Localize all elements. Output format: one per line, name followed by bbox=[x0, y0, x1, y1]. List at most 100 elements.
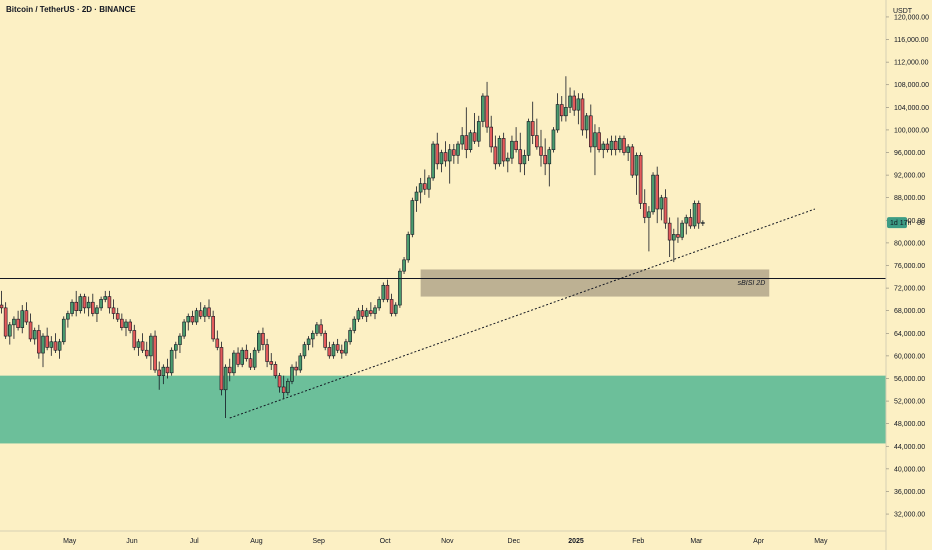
candle bbox=[630, 146, 635, 176]
price-tick-label: 120,000.00 bbox=[894, 14, 929, 21]
candle bbox=[601, 143, 606, 150]
candle bbox=[132, 330, 137, 348]
candle bbox=[111, 307, 116, 314]
candle bbox=[136, 341, 141, 348]
candle bbox=[3, 307, 8, 337]
candle bbox=[203, 307, 207, 317]
symbol-title: Bitcoin / TetherUS · 2D · BINANCE bbox=[6, 5, 136, 14]
candle bbox=[12, 318, 16, 326]
candle bbox=[418, 183, 423, 193]
candle bbox=[28, 321, 33, 340]
candle bbox=[41, 335, 45, 354]
candle bbox=[261, 332, 265, 345]
candle bbox=[315, 324, 319, 334]
candle bbox=[194, 310, 199, 323]
candle bbox=[539, 146, 543, 156]
candle bbox=[609, 140, 614, 150]
candle bbox=[522, 155, 527, 165]
price-tick-label: 48,000.00 bbox=[894, 421, 925, 428]
candle bbox=[319, 324, 323, 334]
candle bbox=[406, 234, 411, 261]
candle bbox=[310, 332, 315, 340]
candle bbox=[422, 183, 427, 190]
candle bbox=[281, 386, 286, 393]
candle bbox=[618, 138, 622, 150]
candle bbox=[564, 107, 568, 117]
candle bbox=[273, 364, 278, 376]
ascending-trendline[interactable] bbox=[229, 208, 816, 419]
candle bbox=[352, 318, 357, 331]
candle bbox=[410, 200, 415, 235]
price-tick-label: 44,000.00 bbox=[894, 444, 925, 451]
candle bbox=[157, 369, 161, 376]
grey-sbisi-zone[interactable] bbox=[420, 269, 770, 297]
candle bbox=[597, 132, 601, 150]
candle bbox=[153, 335, 157, 371]
candle bbox=[344, 341, 348, 354]
candle bbox=[86, 301, 91, 309]
candle bbox=[584, 115, 589, 131]
price-tick-label: 92,000.00 bbox=[894, 173, 925, 180]
candle bbox=[286, 381, 290, 393]
candle bbox=[476, 121, 481, 142]
time-tick-label: Aug bbox=[250, 538, 263, 545]
candle bbox=[447, 149, 452, 162]
candle bbox=[335, 344, 340, 351]
candle bbox=[149, 335, 153, 357]
time-tick-label: Oct bbox=[380, 538, 391, 545]
candle bbox=[277, 375, 282, 388]
candle bbox=[605, 143, 610, 150]
candle bbox=[207, 307, 211, 317]
candle bbox=[95, 307, 99, 314]
time-tick-label: Feb bbox=[632, 538, 644, 545]
candle bbox=[248, 358, 253, 368]
price-tick-label: 116,000.00 bbox=[894, 37, 929, 44]
candle bbox=[49, 341, 54, 348]
price-tick-label: 40,000.00 bbox=[894, 466, 925, 473]
candle bbox=[244, 349, 249, 360]
candle bbox=[107, 296, 112, 309]
candle bbox=[622, 138, 626, 153]
candle bbox=[8, 324, 12, 337]
candle bbox=[20, 310, 25, 328]
candle bbox=[45, 335, 49, 348]
candle bbox=[381, 284, 386, 300]
candle bbox=[468, 132, 473, 150]
candle bbox=[169, 349, 174, 374]
candle bbox=[530, 121, 535, 136]
candle bbox=[74, 301, 78, 311]
candle bbox=[211, 316, 215, 340]
candle bbox=[568, 95, 572, 108]
price-axis-panel[interactable] bbox=[886, 0, 932, 550]
green-demand-zone[interactable] bbox=[0, 375, 886, 444]
candle bbox=[514, 140, 518, 150]
candle bbox=[369, 310, 373, 314]
candle bbox=[692, 203, 697, 227]
candle bbox=[61, 318, 66, 343]
candle bbox=[99, 299, 103, 309]
candle bbox=[414, 191, 419, 201]
time-tick-label: Jun bbox=[126, 538, 137, 545]
price-tick-label: 32,000.00 bbox=[894, 512, 925, 519]
candle bbox=[144, 349, 149, 357]
price-tick-label: 36,000.00 bbox=[894, 489, 925, 496]
candle bbox=[588, 115, 593, 148]
time-tick-label: May bbox=[63, 538, 77, 545]
candle bbox=[439, 152, 444, 165]
candle bbox=[91, 301, 95, 314]
candle bbox=[377, 299, 381, 309]
candle bbox=[331, 344, 336, 357]
price-tick-label: 112,000.00 bbox=[894, 60, 929, 67]
candle bbox=[360, 310, 365, 317]
candle bbox=[265, 344, 269, 362]
candle bbox=[66, 313, 70, 320]
current-price-marker[interactable]: 1d 17h 00 bbox=[887, 217, 925, 229]
candle bbox=[232, 352, 236, 374]
candle bbox=[161, 366, 166, 376]
price-tick-label: 100,000.00 bbox=[894, 127, 929, 134]
candle bbox=[460, 135, 464, 145]
candle bbox=[223, 366, 228, 391]
price-tick-label: 64,000.00 bbox=[894, 331, 925, 338]
candle bbox=[398, 270, 402, 306]
